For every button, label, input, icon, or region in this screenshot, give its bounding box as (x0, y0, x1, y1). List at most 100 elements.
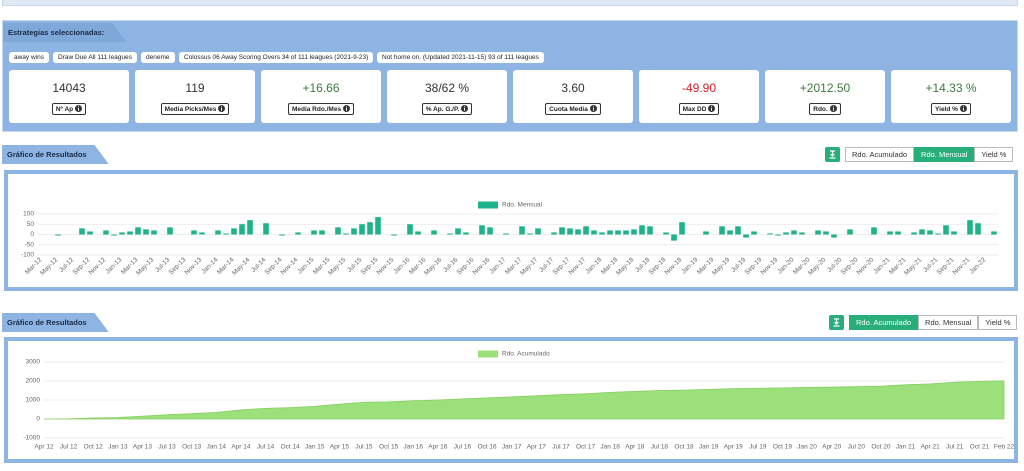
bar (583, 226, 589, 235)
stat-label: Cuota Media (545, 103, 601, 115)
strategy-tag: Draw Due All 111 leagues (53, 52, 137, 63)
x-tick-label: Nov-18 (664, 256, 684, 276)
stat-card: 119 Media Picks/Mes (135, 70, 255, 123)
x-tick-label: Jul 18 (651, 444, 669, 451)
bar (975, 223, 981, 235)
bar (791, 230, 797, 235)
download-button[interactable] (829, 315, 844, 330)
legend-label: Rdo. Mensual (502, 202, 543, 209)
view-button[interactable]: Rdo. Mensual (914, 147, 975, 162)
bar (151, 230, 157, 235)
area (43, 380, 1005, 420)
stat-label-text: Max DD (682, 106, 707, 113)
bar (887, 231, 893, 235)
bar (871, 227, 877, 235)
x-tick-label: Jul 12 (60, 444, 78, 451)
info-icon[interactable] (343, 105, 351, 112)
y-tick-label: -50 (25, 241, 35, 248)
bar (455, 228, 461, 235)
x-tick-label: Jan 18 (600, 444, 620, 451)
x-tick-label: Nov-12 (88, 256, 108, 276)
stat-card: +14.33 % Yield % (891, 70, 1011, 123)
x-tick-label: May-13 (135, 256, 156, 277)
y-tick-label: -100 (21, 252, 34, 259)
info-icon[interactable] (218, 105, 226, 112)
bar (527, 233, 533, 235)
bar (351, 228, 357, 235)
bar (919, 229, 925, 235)
bar (247, 220, 253, 235)
x-tick-label: Jan-22 (968, 256, 987, 275)
bar (559, 227, 565, 235)
download-button[interactable] (825, 147, 840, 162)
bar (631, 229, 637, 235)
stat-label-text: Nº Ap (55, 106, 74, 113)
x-tick-label: Oct 17 (576, 444, 596, 451)
bar (783, 232, 789, 235)
bar (103, 230, 109, 235)
y-tick-label: 50 (27, 221, 35, 228)
x-tick-label: May-16 (423, 256, 444, 277)
bar (623, 230, 629, 235)
bar (911, 232, 917, 235)
bar (279, 234, 285, 236)
strategies-section: Estrategias seleccionadas: away wins Draw… (2, 20, 1018, 132)
x-tick-label: Nov-17 (568, 256, 588, 276)
bar (367, 222, 373, 235)
bar (191, 230, 197, 235)
bar (551, 232, 557, 235)
x-tick-label: Apr 21 (921, 444, 941, 451)
x-tick-label: Jan 17 (502, 444, 522, 451)
x-tick-label: Apr 19 (724, 444, 744, 451)
stat-card: 38/62 % % Ap. G./P. (387, 70, 507, 123)
x-tick-label: Apr 13 (133, 444, 153, 451)
x-tick-label: Apr 16 (428, 444, 448, 451)
bar (799, 232, 805, 235)
bar (135, 227, 141, 235)
bar (535, 228, 541, 235)
x-tick-label: Nov-20 (856, 256, 876, 276)
info-icon[interactable] (829, 105, 837, 112)
stat-label: Yield % (931, 103, 971, 115)
bar (143, 229, 149, 235)
info-icon[interactable] (461, 105, 469, 112)
info-icon[interactable] (75, 105, 83, 112)
x-tick-label: Jul 13 (158, 444, 176, 451)
legend-label: Rdo. Acumulado (502, 351, 550, 358)
x-tick-label: Oct 13 (182, 444, 202, 451)
x-tick-label: Apr 12 (34, 444, 54, 451)
bar (375, 217, 381, 235)
x-tick-label: Nov-13 (184, 256, 204, 276)
stat-row: 14043 Nº Ap 119 Media Picks/Mes +16.66 Media … (9, 70, 1013, 124)
view-button[interactable]: Rdo. Mensual (918, 315, 979, 330)
bar (775, 234, 781, 236)
bar (767, 233, 773, 235)
stat-value: -49.90 (681, 81, 717, 95)
info-icon[interactable] (708, 105, 716, 112)
bar (359, 224, 365, 235)
view-button[interactable]: Yield % (978, 315, 1018, 330)
view-button[interactable]: Rdo. Acumulado (849, 315, 919, 330)
stat-label: Nº Ap (51, 103, 87, 115)
bar (943, 225, 949, 235)
bar (431, 230, 437, 235)
stat-label-text: Media Picks/Mes (164, 106, 217, 113)
bar (319, 230, 325, 235)
x-tick-label: Apr 17 (527, 444, 547, 451)
bar (239, 224, 245, 235)
info-icon[interactable] (959, 105, 967, 112)
view-button[interactable]: Yield % (974, 147, 1014, 162)
stat-label: Rdo. (809, 103, 841, 115)
bar (831, 234, 837, 238)
bar (727, 230, 733, 235)
bar (111, 234, 117, 236)
info-icon[interactable] (589, 105, 597, 112)
view-button[interactable]: Rdo. Acumulado (845, 147, 915, 162)
strategy-tag: Colossus 06 Away Scoring Overs 34 of 111… (179, 52, 374, 63)
bar (119, 232, 125, 235)
x-tick-label: Oct 12 (84, 444, 104, 451)
stat-value: 14043 (52, 81, 86, 95)
x-tick-label: Oct 16 (477, 444, 497, 451)
panel-title: Gráfico de Resultados (2, 313, 109, 332)
x-tick-label: Jul 16 (454, 444, 472, 451)
